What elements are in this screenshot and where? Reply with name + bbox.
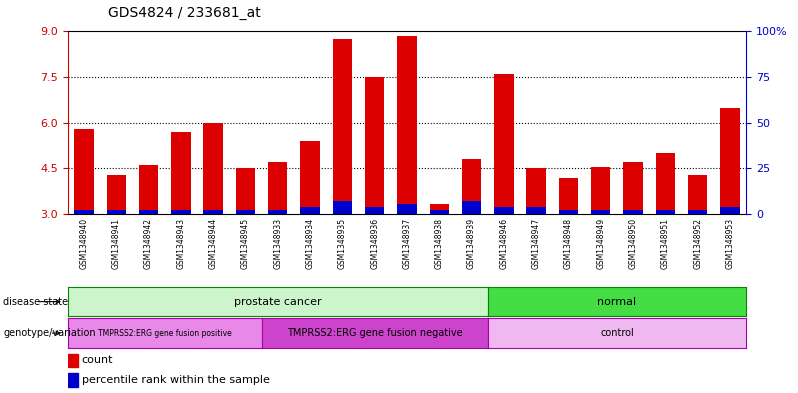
Text: GSM1348947: GSM1348947 [531,218,541,269]
Text: normal: normal [598,297,637,307]
Bar [172,132,191,214]
Bar [559,178,579,214]
Bar [462,160,481,214]
Bar [656,153,675,214]
Bar [591,167,610,214]
Bar [333,201,352,214]
Bar [623,162,642,214]
Text: GSM1348945: GSM1348945 [241,218,250,269]
Bar [203,123,223,214]
Bar [721,208,740,214]
Text: GSM1348948: GSM1348948 [564,218,573,269]
Bar [68,373,78,387]
Text: control: control [600,328,634,338]
Bar [494,208,514,214]
Text: GSM1348942: GSM1348942 [144,218,153,269]
Bar [591,210,610,214]
Text: GSM1348934: GSM1348934 [306,218,314,269]
Bar [235,169,255,214]
Bar [268,210,287,214]
Bar [172,210,191,214]
Bar [365,208,385,214]
Text: GSM1348933: GSM1348933 [273,218,282,269]
Bar [721,108,740,214]
Bar [397,204,417,214]
Bar [656,210,675,214]
Bar [107,210,126,214]
Bar [139,165,158,214]
Bar [300,141,320,214]
Bar [623,210,642,214]
Text: GDS4824 / 233681_at: GDS4824 / 233681_at [108,6,260,20]
Text: GSM1348949: GSM1348949 [596,218,605,269]
Bar [688,174,707,214]
Bar [365,77,385,214]
Bar [139,210,158,214]
Text: GSM1348943: GSM1348943 [176,218,185,269]
Text: GSM1348939: GSM1348939 [467,218,476,269]
Text: prostate cancer: prostate cancer [234,297,322,307]
Bar [68,354,78,367]
Bar [300,208,320,214]
Bar [527,169,546,214]
Text: GSM1348946: GSM1348946 [500,218,508,269]
Text: GSM1348937: GSM1348937 [402,218,412,269]
Text: disease state: disease state [3,297,69,307]
Text: GSM1348944: GSM1348944 [209,218,218,269]
Bar [235,210,255,214]
Text: GSM1348940: GSM1348940 [80,218,89,269]
Bar [74,129,93,214]
Text: GSM1348938: GSM1348938 [435,218,444,269]
Bar [203,210,223,214]
Text: GSM1348953: GSM1348953 [725,218,734,269]
Text: GSM1348936: GSM1348936 [370,218,379,269]
Text: GSM1348950: GSM1348950 [629,218,638,269]
Text: GSM1348935: GSM1348935 [338,218,347,269]
Text: GSM1348952: GSM1348952 [693,218,702,269]
Bar [688,210,707,214]
Text: TMPRSS2:ERG gene fusion positive: TMPRSS2:ERG gene fusion positive [98,329,231,338]
Bar [429,204,449,214]
Text: GSM1348951: GSM1348951 [661,218,670,269]
Text: genotype/variation: genotype/variation [3,328,96,338]
Bar [397,36,417,214]
Bar [429,210,449,214]
Text: count: count [81,355,113,365]
Bar [559,210,579,214]
Bar [462,201,481,214]
Bar [268,162,287,214]
Bar [494,74,514,214]
Text: percentile rank within the sample: percentile rank within the sample [81,375,270,385]
Bar [527,208,546,214]
Bar [333,39,352,214]
Bar [107,174,126,214]
Text: GSM1348941: GSM1348941 [112,218,120,269]
Bar [74,210,93,214]
Text: TMPRSS2:ERG gene fusion negative: TMPRSS2:ERG gene fusion negative [286,328,463,338]
